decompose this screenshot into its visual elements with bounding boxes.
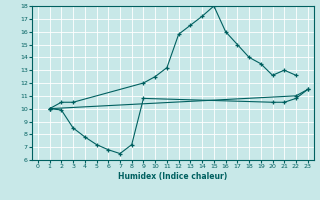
X-axis label: Humidex (Indice chaleur): Humidex (Indice chaleur) [118,172,228,181]
